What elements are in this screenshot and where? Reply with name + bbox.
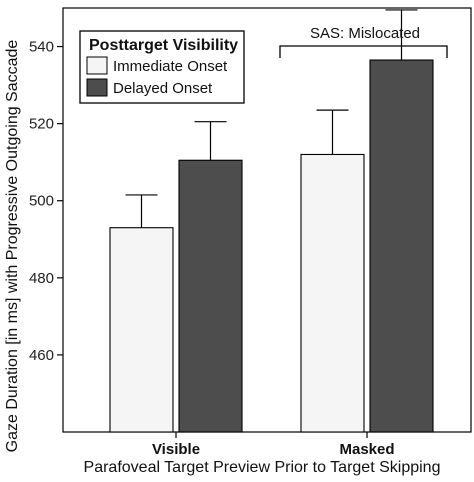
x-axis: Visible Masked (152, 432, 395, 458)
bar (109, 227, 174, 433)
bar (369, 59, 434, 433)
bar (300, 153, 365, 433)
legend-swatch-immediate-onset (86, 56, 108, 75)
y-axis-title: Gaze Duration [in ms] with Progressive O… (4, 40, 21, 453)
annotation-bracket (279, 45, 448, 58)
legend-label-delayed-onset: Delayed Onset (113, 80, 213, 97)
annotation-text: SAS: Mislocated (310, 25, 420, 42)
y-tick-label: 520 (29, 116, 54, 133)
x-category-label: Visible (152, 441, 200, 458)
legend-title: Posttarget Visibility (89, 37, 238, 54)
legend: Posttarget Visibility Immediate Onset De… (79, 30, 245, 104)
bars (109, 59, 434, 433)
y-tick-label: 500 (29, 193, 54, 210)
legend-label-immediate-onset: Immediate Onset (113, 58, 228, 75)
x-category-label: Masked (339, 441, 394, 458)
y-tick-label: 540 (29, 39, 54, 56)
y-tick-label: 480 (29, 270, 54, 287)
bar (178, 159, 243, 433)
y-axis: 460 480 500 520 540 (29, 39, 63, 364)
annotation-sas-mislocated: SAS: Mislocated (279, 25, 448, 58)
x-axis-title: Parafoveal Target Preview Prior to Targe… (84, 459, 441, 476)
error-bars (125, 9, 418, 228)
y-tick-label: 460 (29, 347, 54, 364)
legend-swatch-delayed-onset (86, 78, 108, 97)
